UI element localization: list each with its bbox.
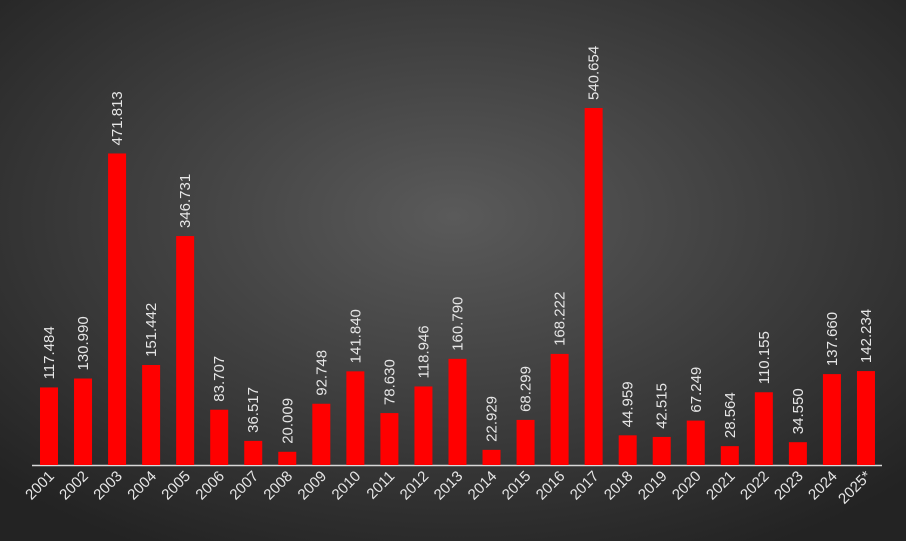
value-label: 141.840 (347, 309, 364, 363)
value-label: 110.155 (756, 331, 773, 384)
value-label: 44.959 (620, 381, 637, 427)
value-label: 117.484 (41, 326, 58, 379)
value-label: 142.234 (858, 309, 875, 363)
value-label: 68.299 (518, 366, 535, 412)
bar (74, 378, 93, 465)
bar (482, 449, 501, 465)
bar (40, 387, 58, 465)
bar (414, 386, 433, 465)
value-label: 160.790 (449, 297, 466, 351)
value-label: 168.222 (552, 292, 569, 346)
value-label: 22.929 (484, 396, 501, 442)
bar (278, 451, 297, 465)
value-label: 540.654 (586, 46, 603, 100)
value-label: 83.707 (211, 356, 228, 402)
bar (210, 409, 229, 465)
bar (720, 446, 739, 465)
bar (346, 371, 365, 465)
value-label: 118.946 (415, 325, 432, 378)
bar (312, 403, 331, 465)
bar (176, 236, 195, 465)
value-label: 28.564 (722, 392, 739, 438)
bar (448, 358, 467, 465)
bar (108, 153, 127, 466)
value-label: 346.731 (177, 174, 194, 228)
value-label: 67.249 (688, 367, 705, 413)
bar (584, 108, 603, 465)
bar (244, 440, 263, 465)
bar (652, 436, 671, 465)
bar (618, 435, 637, 465)
value-label: 151.442 (143, 303, 160, 357)
value-label: 36.517 (245, 387, 262, 433)
bar (822, 374, 841, 465)
value-label: 130.990 (75, 316, 92, 370)
bar (516, 419, 535, 465)
bar (754, 392, 773, 465)
value-label: 137.660 (824, 312, 841, 366)
bar (686, 420, 705, 465)
value-label: 78.630 (381, 359, 398, 405)
value-label: 92.748 (313, 350, 330, 396)
bar (380, 413, 399, 465)
value-label: 20.009 (279, 398, 296, 444)
bar (856, 371, 875, 465)
bar (788, 442, 807, 465)
bar (550, 353, 569, 465)
value-label: 471.813 (109, 91, 126, 145)
bar (142, 365, 161, 465)
value-label: 34.550 (790, 388, 807, 434)
value-label: 42.515 (654, 383, 671, 429)
